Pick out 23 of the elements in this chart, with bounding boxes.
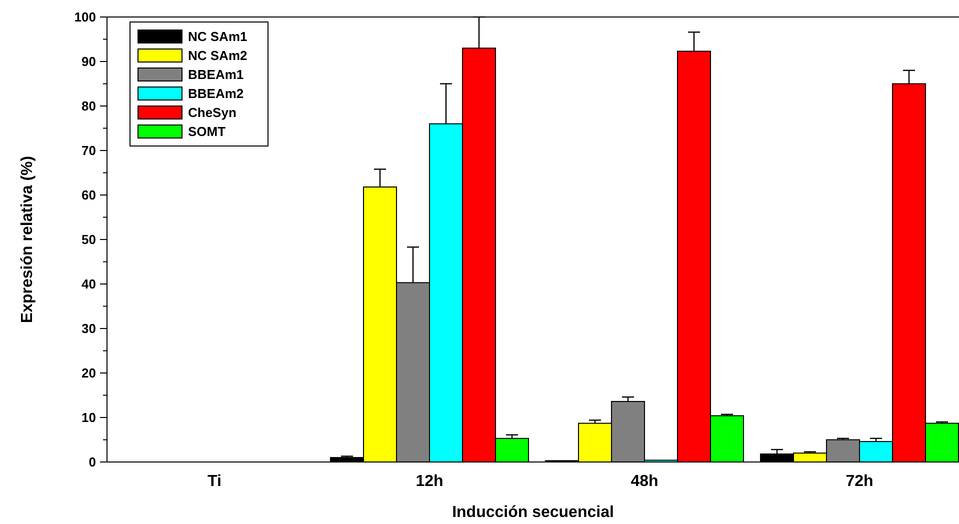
y-tick-label: 90 bbox=[82, 54, 96, 70]
x-axis-title: Inducción secuencial bbox=[452, 504, 614, 521]
y-tick-label: 10 bbox=[82, 410, 96, 426]
x-tick-label: 48h bbox=[630, 473, 658, 490]
y-tick-label: 100 bbox=[74, 10, 96, 25]
y-tick-label: 40 bbox=[82, 276, 96, 292]
legend-label: SOMT bbox=[188, 124, 226, 139]
y-tick-label: 70 bbox=[82, 143, 96, 158]
x-tick-label: Ti bbox=[208, 473, 222, 490]
legend-label: BBEAm1 bbox=[188, 67, 244, 82]
legend-label: CheSyn bbox=[188, 105, 236, 120]
y-tick-label: 30 bbox=[82, 321, 96, 336]
y-tick-label: 20 bbox=[82, 366, 96, 381]
y-tick-label: 60 bbox=[82, 188, 96, 203]
y-tick-label: 80 bbox=[82, 98, 96, 114]
y-tick-label: 0 bbox=[88, 454, 96, 470]
x-tick-label: 72h bbox=[846, 473, 874, 490]
x-tick-label: 12h bbox=[416, 473, 444, 490]
legend-label: NC SAm1 bbox=[188, 29, 248, 44]
y-tick-label: 50 bbox=[82, 232, 96, 248]
legend-label: NC SAm2 bbox=[188, 48, 248, 63]
y-axis-title: Expresión relativa (%) bbox=[19, 156, 36, 324]
legend-label: BBEAm2 bbox=[188, 86, 244, 101]
